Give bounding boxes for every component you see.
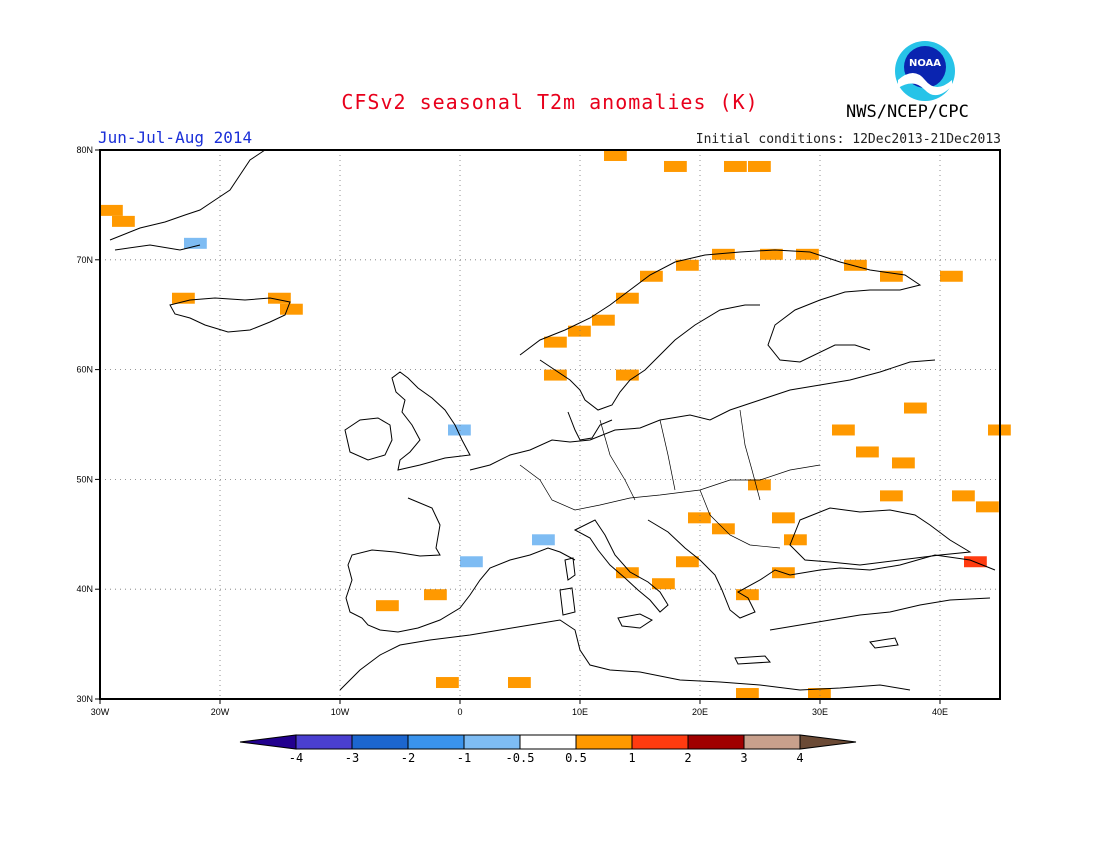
anomaly-cell xyxy=(832,424,855,436)
anomaly-cell xyxy=(856,446,879,458)
anomaly-cell xyxy=(724,160,747,172)
anomaly-cell xyxy=(280,303,303,315)
anomaly-cell xyxy=(940,270,963,282)
colorbar-segment xyxy=(687,734,745,750)
anomaly-cell xyxy=(772,512,795,524)
forecast-period: Jun-Jul-Aug 2014 xyxy=(98,128,253,147)
colorbar-tick-label: 3 xyxy=(740,751,747,765)
lat-tick-label: 70N xyxy=(76,255,93,265)
anomaly-cell xyxy=(436,677,459,689)
anomaly-cell xyxy=(268,292,291,304)
lat-tick-label: 80N xyxy=(76,145,93,155)
map-frame xyxy=(99,149,1001,700)
anomaly-cell xyxy=(748,160,771,172)
colorbar: -4 -3 -2 -1 -0.5 0.5 1 2 3 4 xyxy=(239,734,857,765)
initial-conditions: Initial conditions: 12Dec2013-21Dec2013 xyxy=(695,132,1001,147)
chart-title: CFSv2 seasonal T2m anomalies (K) xyxy=(341,90,759,114)
anomaly-cell xyxy=(568,325,591,337)
anomaly-cell xyxy=(712,248,735,260)
colorbar-segment xyxy=(463,734,521,750)
anomaly-cell xyxy=(448,424,471,436)
lon-tick-label: 20W xyxy=(211,707,230,717)
anomaly-cell xyxy=(544,336,567,348)
anomaly-cell xyxy=(880,490,903,502)
lat-tick-label: 60N xyxy=(76,365,93,375)
anomaly-cell xyxy=(892,457,915,469)
anomaly-cell xyxy=(508,677,531,689)
anomaly-cell xyxy=(904,402,927,414)
anomaly-cell xyxy=(676,556,699,568)
anomaly-cell xyxy=(184,237,207,249)
anomaly-cell xyxy=(616,567,639,579)
colorbar-tick-label: -1 xyxy=(457,751,471,765)
anomaly-cell xyxy=(652,578,675,590)
anomaly-cell xyxy=(676,259,699,271)
anomaly-cells xyxy=(100,150,1011,699)
anomaly-cell xyxy=(460,556,483,568)
colorbar-segment xyxy=(743,734,801,750)
anomaly-cell xyxy=(784,534,807,546)
anomaly-cell xyxy=(616,369,639,381)
lon-tick-label: 30E xyxy=(812,707,828,717)
colorbar-segment xyxy=(575,734,633,750)
anomaly-cell xyxy=(760,248,783,260)
anomaly-cell xyxy=(424,589,447,601)
anomaly-cell xyxy=(376,600,399,612)
lon-tick-label: 10W xyxy=(331,707,350,717)
colorbar-tick-label: 4 xyxy=(796,751,803,765)
lat-tick-label: 50N xyxy=(76,474,93,484)
anomaly-cell xyxy=(640,270,663,282)
colorbar-segment xyxy=(407,734,465,750)
anomaly-cell xyxy=(952,490,975,502)
anomaly-cell xyxy=(604,150,627,161)
colorbar-segment xyxy=(295,734,353,750)
colorbar-arrow-high xyxy=(799,734,857,750)
anomaly-cell xyxy=(844,259,867,271)
colorbar-segment xyxy=(351,734,409,750)
anomaly-cell xyxy=(796,248,819,260)
lon-tick-label: 30W xyxy=(91,707,110,717)
anomaly-cell xyxy=(664,160,687,172)
agency-label: NWS/NCEP/CPC xyxy=(846,102,969,122)
axis-ticks: 30W 20W 10W 0 10E 20E 30E 40E 30N 40N 50N 60N 70N 80N xyxy=(76,145,948,717)
anomaly-cell xyxy=(976,501,999,513)
colorbar-tick-label: 0.5 xyxy=(565,751,587,765)
colorbar-segment xyxy=(519,734,577,750)
anomaly-cell xyxy=(688,512,711,524)
colorbar-tick-label: -4 xyxy=(289,751,303,765)
colorbar-tick-label: -0.5 xyxy=(506,751,535,765)
colorbar-tick-label: 2 xyxy=(684,751,691,765)
anomaly-cell xyxy=(880,270,903,282)
noaa-logo-icon: NOAA xyxy=(895,41,955,101)
lon-tick-label: 10E xyxy=(572,707,588,717)
lon-tick-label: 20E xyxy=(692,707,708,717)
colorbar-segment xyxy=(631,734,689,750)
anomaly-cell xyxy=(544,369,567,381)
colorbar-tick-label: -2 xyxy=(401,751,415,765)
anomaly-cell xyxy=(112,215,135,227)
anomaly-cell xyxy=(172,292,195,304)
anomaly-cell xyxy=(100,204,123,216)
anomaly-cell xyxy=(748,479,771,491)
colorbar-arrow-low xyxy=(239,734,297,750)
anomaly-cell xyxy=(616,292,639,304)
anomaly-cell xyxy=(808,688,831,699)
lat-tick-label: 30N xyxy=(76,694,93,704)
map-gridlines xyxy=(100,150,1000,699)
anomaly-cell xyxy=(736,688,759,699)
anomaly-cell xyxy=(736,589,759,601)
colorbar-tick-label: 1 xyxy=(628,751,635,765)
lat-tick-label: 40N xyxy=(76,584,93,594)
anomaly-cell xyxy=(532,534,555,546)
colorbar-tick-label: -3 xyxy=(345,751,359,765)
noaa-logo-text: NOAA xyxy=(909,58,941,69)
lon-tick-label: 0 xyxy=(457,707,462,717)
anomaly-cell xyxy=(592,314,615,326)
lon-tick-label: 40E xyxy=(932,707,948,717)
coastlines xyxy=(109,149,996,691)
